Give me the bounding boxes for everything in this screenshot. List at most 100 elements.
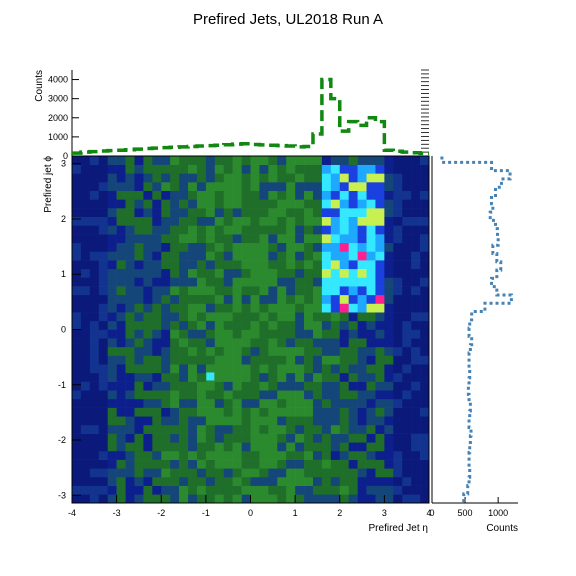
heatmap-cell (89, 199, 100, 209)
heatmap-cell (125, 294, 135, 304)
heatmap-cell (188, 424, 198, 434)
heatmap-cell (223, 494, 233, 504)
heatmap-cell (312, 260, 323, 270)
heatmap-cell (295, 346, 305, 356)
heatmap-cell (152, 234, 162, 244)
heatmap-cell (188, 468, 198, 478)
heatmap-cell (268, 312, 278, 322)
heatmap-cell (304, 476, 314, 486)
heatmap-cell (411, 442, 421, 452)
heatmap-cell (420, 433, 430, 443)
heatmap-cell (384, 216, 394, 226)
heatmap-cell (125, 251, 135, 261)
heatmap-cell (98, 294, 109, 304)
heatmap-cell (107, 433, 117, 443)
heatmap-cell (89, 260, 100, 270)
heatmap-cell (339, 312, 349, 322)
heatmap-cell (179, 173, 189, 183)
heatmap-cell (188, 398, 198, 408)
heatmap-cell (107, 156, 117, 165)
heatmap-cell (223, 173, 233, 183)
heatmap-cell (116, 225, 126, 235)
heatmap-cell (214, 294, 225, 304)
heatmap-cell (268, 433, 278, 443)
heatmap-cell (366, 182, 376, 191)
heatmap-cell (223, 424, 233, 434)
heatmap-cell (107, 329, 117, 339)
heatmap-cell (348, 225, 358, 235)
heatmap-cell (402, 216, 412, 226)
heatmap-cell (411, 364, 421, 374)
heatmap-cell (339, 277, 349, 287)
heatmap-cell (72, 459, 82, 469)
heatmap-cell (304, 182, 314, 191)
heatmap-cell (205, 286, 216, 296)
heatmap-cell (72, 182, 82, 191)
heatmap-cell (348, 433, 358, 443)
heatmap-cell (402, 242, 412, 252)
heatmap-cell (375, 468, 385, 478)
heatmap-cell (134, 390, 144, 400)
heatmap-cell (214, 286, 225, 296)
heatmap-cell (179, 164, 189, 174)
heatmap-cell (250, 286, 260, 296)
heatmap-cell (348, 294, 358, 304)
heatmap-cell (72, 234, 82, 244)
heatmap-cell (295, 277, 305, 287)
heatmap-cell (205, 476, 216, 486)
heatmap-cell (321, 355, 332, 365)
heatmap-cell (330, 182, 341, 191)
heatmap-cell (179, 216, 189, 226)
heatmap-cell (152, 485, 162, 495)
heatmap-cell (152, 372, 162, 382)
heatmap-cell (134, 364, 144, 374)
heatmap-cell (134, 450, 144, 460)
heatmap-cell (196, 312, 207, 322)
heatmap-cell (232, 416, 242, 426)
eta-projection-y-tick-label: 4000 (48, 75, 68, 85)
heatmap-cell (259, 433, 269, 443)
heatmap-cell (339, 268, 349, 278)
heatmap-cell (259, 303, 269, 313)
heatmap-cell (143, 312, 153, 322)
heatmap-cell (196, 494, 207, 504)
heatmap-cell (259, 199, 269, 209)
heatmap-cell (161, 416, 171, 426)
heatmap-cell (312, 424, 323, 434)
heatmap-cell (393, 216, 403, 226)
heatmap-cell (72, 355, 82, 365)
heatmap-cell (321, 468, 332, 478)
heatmap-cell (295, 216, 305, 226)
heatmap-cell (366, 199, 376, 209)
heatmap-cell (304, 338, 314, 348)
heatmap-cell (241, 199, 251, 209)
heatmap-cell (312, 390, 323, 400)
heatmap-cell (72, 468, 82, 478)
heatmap-cell (268, 268, 278, 278)
heatmap-cell (152, 225, 162, 235)
heatmap-cell (393, 329, 403, 339)
heatmap-cell (98, 338, 109, 348)
heatmap-cell (366, 459, 376, 469)
heatmap-cell (295, 251, 305, 261)
heatmap-cell (80, 251, 91, 261)
heatmap-cell (357, 416, 367, 426)
heatmap-cell (72, 407, 82, 417)
heatmap-cell (72, 424, 82, 434)
heatmap-cell (321, 182, 332, 191)
heatmap-cell (357, 199, 367, 209)
heatmap-cell (223, 312, 233, 322)
heatmap-cell (188, 450, 198, 460)
heatmap-cell (214, 476, 225, 486)
heatmap-cell (161, 216, 171, 226)
heatmap-cell (125, 268, 135, 278)
heatmap-cell (179, 303, 189, 313)
heatmap-cell (348, 398, 358, 408)
heatmap-cell (384, 286, 394, 296)
heatmap-cell (393, 260, 403, 270)
heatmap-cell (420, 459, 430, 469)
heatmap-cell (170, 260, 180, 270)
heatmap-cell (80, 485, 91, 495)
heatmap-cell (286, 459, 296, 469)
heatmap-cell (179, 329, 189, 339)
